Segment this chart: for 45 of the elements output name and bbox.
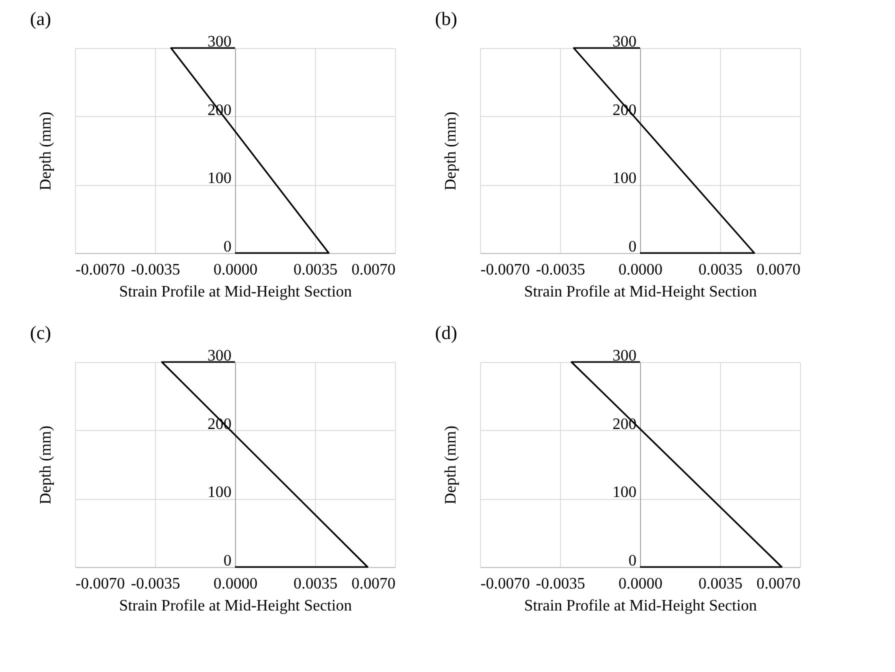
y-tick-label: 100 [612,170,636,188]
x-tick-label: 0.0035 [698,576,742,592]
y-tick-label: 0 [628,238,636,256]
x-tick-label: 0.0070 [352,262,396,278]
x-tick-label: 0.0070 [352,576,396,592]
x-tick-label: -0.0070 [76,576,125,592]
x-axis-title: Strain Profile at Mid-Height Section [119,598,352,614]
x-tick-label: -0.0070 [480,576,530,592]
chart-title: (b) [435,9,458,30]
x-axis-title: Strain Profile at Mid-Height Section [524,598,757,614]
x-tick-label: -0.0035 [130,576,180,592]
y-tick-label: 300 [612,348,636,364]
x-tick-label: 0.0000 [618,576,662,592]
x-tick-label: -0.0035 [536,262,586,278]
x-tick-label: 0.0070 [756,262,800,278]
y-tick-label: 100 [208,484,232,502]
x-axis-title: Strain Profile at Mid-Height Section [524,284,757,300]
x-tick-label: 0.0000 [214,576,258,592]
x-tick-label: -0.0070 [480,262,530,278]
chart-title: (d) [435,323,458,344]
chart-title: (c) [30,323,52,344]
y-axis-title: Depth (mm) [442,426,460,504]
y-axis-title: Depth (mm) [38,112,54,190]
x-tick-label: 0.0035 [294,262,338,278]
y-tick-label: 300 [612,34,636,50]
x-tick-label: 0.0000 [618,262,662,278]
y-axis-title: Depth (mm) [38,426,54,504]
x-tick-label: -0.0070 [76,262,125,278]
chart-title: (a) [30,9,52,30]
y-tick-label: 0 [224,238,232,256]
x-tick-label: -0.0035 [130,262,180,278]
x-tick-label: 0.0035 [698,262,742,278]
y-tick-label: 0 [628,552,636,570]
y-axis-title: Depth (mm) [442,112,460,190]
x-tick-label: 0.0035 [294,576,338,592]
x-tick-label: -0.0035 [536,576,586,592]
y-tick-label: 300 [208,34,232,50]
x-tick-label: 0.0000 [214,262,258,278]
y-tick-label: 300 [208,348,232,364]
y-tick-label: 0 [224,552,232,570]
x-tick-label: 0.0070 [756,576,800,592]
y-tick-label: 100 [612,484,636,502]
x-axis-title: Strain Profile at Mid-Height Section [119,284,352,300]
y-tick-label: 100 [208,170,232,188]
y-tick-label: 200 [612,416,636,433]
